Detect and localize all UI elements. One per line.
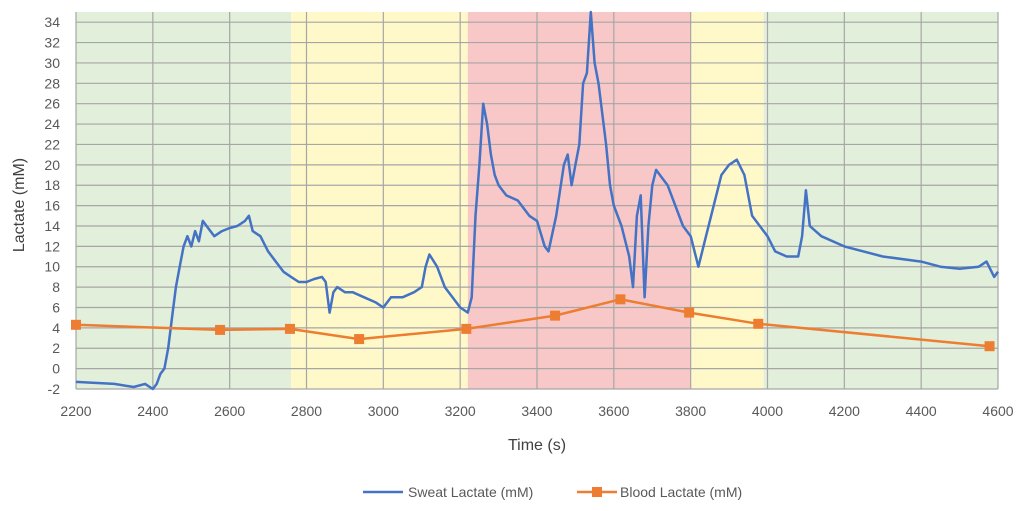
y-tick-label: 12 [44, 238, 60, 254]
blood-lactate-point [461, 323, 472, 334]
x-tick-label: 2400 [137, 403, 168, 419]
y-tick-label: 4 [52, 320, 60, 336]
y-tick-label: 22 [44, 136, 60, 152]
x-tick-label: 3600 [598, 403, 629, 419]
shaded-region [291, 12, 468, 389]
y-tick-label: 14 [44, 218, 60, 234]
y-tick-label: 18 [44, 177, 60, 193]
x-tick-label: 3000 [368, 403, 399, 419]
x-tick-label: 2600 [214, 403, 245, 419]
x-tick-label: 3800 [675, 403, 706, 419]
shaded-regions [76, 12, 998, 389]
blood-lactate-point [71, 319, 81, 330]
blood-lactate-point [284, 323, 295, 334]
blood-lactate-point [984, 341, 995, 352]
blood-lactate-point [215, 324, 226, 335]
x-tick-label: 3400 [521, 403, 552, 419]
y-tick-label: 16 [44, 198, 60, 214]
legend: Sweat Lactate (mM) Blood Lactate (mM) [363, 484, 742, 500]
x-tick-label: 4000 [752, 403, 783, 419]
x-tick-label: 4600 [982, 403, 1013, 419]
x-tick-label: 2800 [291, 403, 322, 419]
x-axis-title: Time (s) [508, 437, 566, 454]
x-tick-label: 3200 [445, 403, 476, 419]
blood-lactate-point [354, 334, 365, 345]
sweat-lactate-line [75, 10, 1000, 391]
shaded-region [690, 12, 764, 389]
x-tick-label: 4400 [906, 403, 937, 419]
legend-blood-marker [592, 487, 602, 497]
series-layer [71, 10, 1000, 391]
blood-lactate-point [615, 294, 626, 305]
y-tick-label: 34 [44, 14, 60, 30]
legend-blood-label: Blood Lactate (mM) [620, 484, 742, 500]
blood-lactate-point [753, 318, 764, 329]
x-tick-label: 4200 [829, 403, 860, 419]
blood-lactate-line [75, 298, 990, 348]
shaded-region [76, 12, 292, 389]
y-tick-label: 10 [44, 259, 60, 275]
y-tick-label: 28 [44, 75, 60, 91]
shaded-region [467, 12, 691, 389]
shaded-region [763, 12, 998, 389]
y-tick-label: 24 [44, 116, 60, 132]
y-tick-label: 26 [44, 96, 60, 112]
y-tick-label: 32 [44, 35, 60, 51]
y-tick-label: -2 [48, 381, 61, 397]
x-tick-label: 2200 [60, 403, 91, 419]
y-tick-label: 8 [52, 279, 60, 295]
y-tick-label: 6 [52, 299, 60, 315]
y-axis-title: Lactate (mM) [11, 158, 28, 252]
legend-sweat-label: Sweat Lactate (mM) [408, 484, 533, 500]
y-tick-label: 20 [44, 157, 60, 173]
y-tick-label: 30 [44, 55, 60, 71]
blood-lactate-point [550, 310, 561, 321]
y-tick-label: 0 [52, 361, 60, 377]
blood-lactate-point [684, 307, 695, 318]
y-tick-label: 2 [52, 340, 60, 356]
